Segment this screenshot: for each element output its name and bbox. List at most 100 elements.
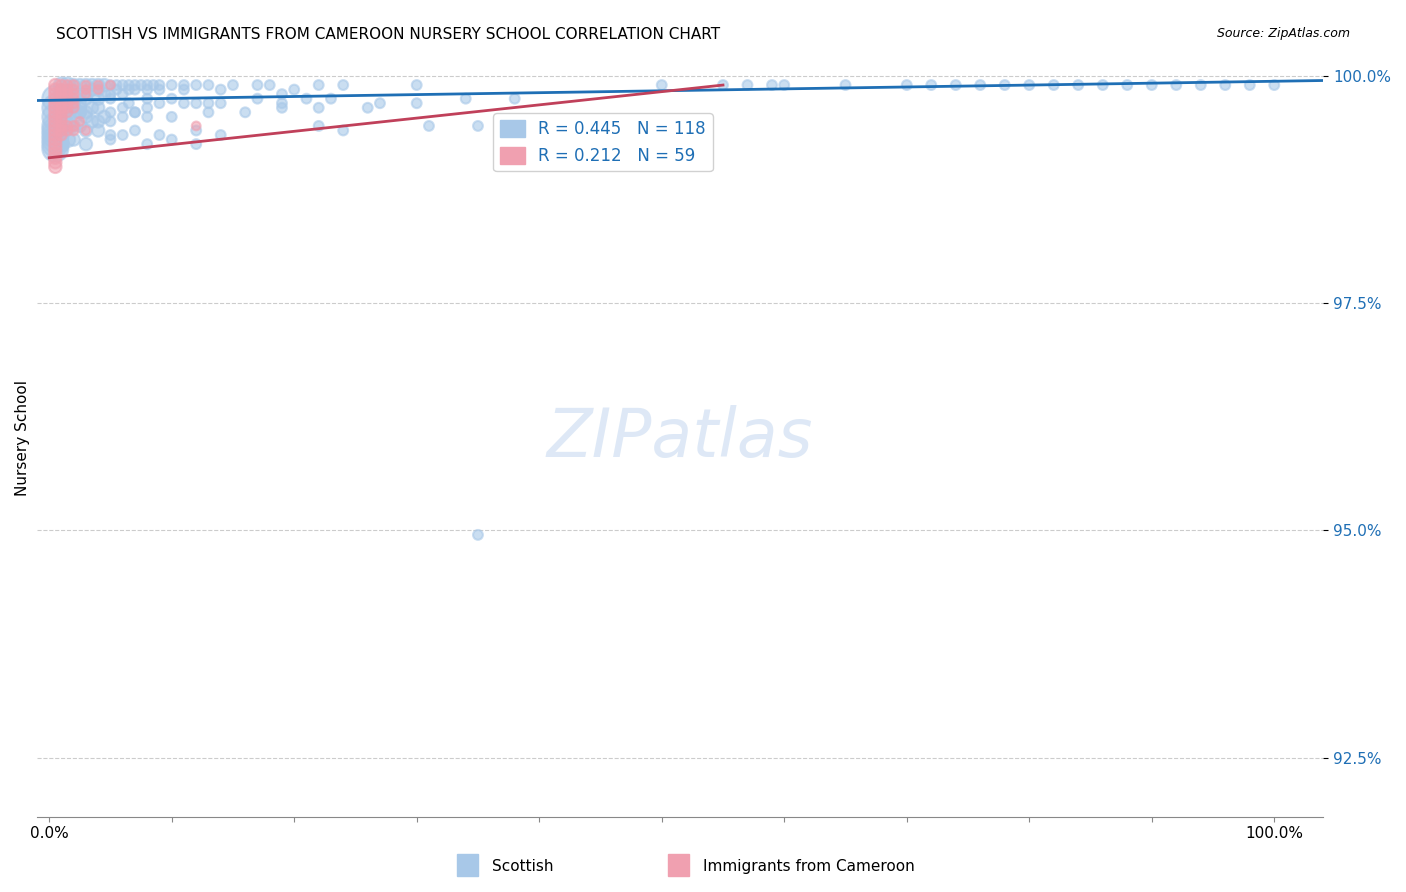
- Point: [111, 128, 134, 142]
- Point: [44, 146, 66, 161]
- Point: [75, 92, 97, 106]
- Point: [44, 132, 66, 146]
- Point: [148, 78, 170, 92]
- Point: [44, 92, 66, 106]
- Point: [56, 78, 79, 92]
- Point: [51, 105, 73, 120]
- Point: [454, 92, 477, 106]
- Point: [87, 78, 110, 92]
- Point: [148, 82, 170, 96]
- Point: [1042, 78, 1064, 92]
- Point: [969, 78, 991, 92]
- Point: [44, 78, 66, 92]
- Point: [62, 119, 84, 133]
- Point: [308, 78, 330, 92]
- Point: [124, 123, 146, 137]
- Point: [87, 82, 110, 96]
- Point: [271, 101, 294, 115]
- Point: [186, 119, 208, 133]
- Point: [44, 119, 66, 133]
- Point: [368, 96, 391, 111]
- Point: [100, 92, 122, 106]
- Point: [761, 78, 783, 92]
- Point: [1091, 78, 1114, 92]
- Point: [93, 78, 115, 92]
- Point: [56, 123, 79, 137]
- Point: [87, 101, 110, 115]
- Point: [51, 92, 73, 106]
- Point: [222, 78, 245, 92]
- Point: [1189, 78, 1212, 92]
- Point: [51, 96, 73, 111]
- Point: [80, 101, 103, 115]
- Point: [51, 119, 73, 133]
- Point: [44, 137, 66, 152]
- Point: [51, 105, 73, 120]
- Point: [209, 96, 232, 111]
- Point: [80, 78, 103, 92]
- Point: [62, 92, 84, 106]
- Point: [87, 82, 110, 96]
- Point: [75, 105, 97, 120]
- Point: [44, 142, 66, 156]
- Point: [69, 105, 91, 120]
- Point: [1018, 78, 1040, 92]
- Point: [186, 96, 208, 111]
- Point: [186, 137, 208, 152]
- Point: [51, 110, 73, 124]
- Point: [69, 78, 91, 92]
- Point: [920, 78, 942, 92]
- Point: [56, 132, 79, 146]
- Point: [118, 78, 141, 92]
- Point: [259, 78, 281, 92]
- Point: [246, 78, 269, 92]
- Point: [173, 82, 195, 96]
- Point: [62, 101, 84, 115]
- Point: [44, 137, 66, 152]
- Point: [100, 87, 122, 102]
- Point: [87, 123, 110, 137]
- Point: [283, 82, 305, 96]
- Point: [51, 114, 73, 128]
- Point: [651, 78, 673, 92]
- Point: [44, 119, 66, 133]
- Point: [332, 78, 354, 92]
- Point: [111, 87, 134, 102]
- Point: [51, 87, 73, 102]
- Point: [69, 101, 91, 115]
- Point: [834, 78, 856, 92]
- Point: [136, 101, 159, 115]
- Point: [945, 78, 967, 92]
- Point: [62, 87, 84, 102]
- Point: [136, 82, 159, 96]
- Point: [160, 92, 183, 106]
- Point: [62, 96, 84, 111]
- Point: [51, 128, 73, 142]
- Point: [105, 82, 128, 96]
- Point: [111, 110, 134, 124]
- Point: [51, 87, 73, 102]
- Point: [44, 123, 66, 137]
- Point: [100, 78, 122, 92]
- Point: [418, 119, 440, 133]
- Point: [100, 114, 122, 128]
- Point: [69, 87, 91, 102]
- Point: [51, 123, 73, 137]
- Point: [357, 101, 380, 115]
- Point: [56, 96, 79, 111]
- Point: [75, 87, 97, 102]
- Point: [467, 119, 489, 133]
- Point: [62, 78, 84, 92]
- Point: [69, 119, 91, 133]
- Point: [405, 78, 427, 92]
- Point: [44, 92, 66, 106]
- Point: [148, 128, 170, 142]
- Point: [186, 78, 208, 92]
- Point: [124, 82, 146, 96]
- Point: [111, 101, 134, 115]
- Point: [271, 96, 294, 111]
- Point: [209, 82, 232, 96]
- Point: [44, 105, 66, 120]
- Point: [295, 92, 318, 106]
- Point: [51, 114, 73, 128]
